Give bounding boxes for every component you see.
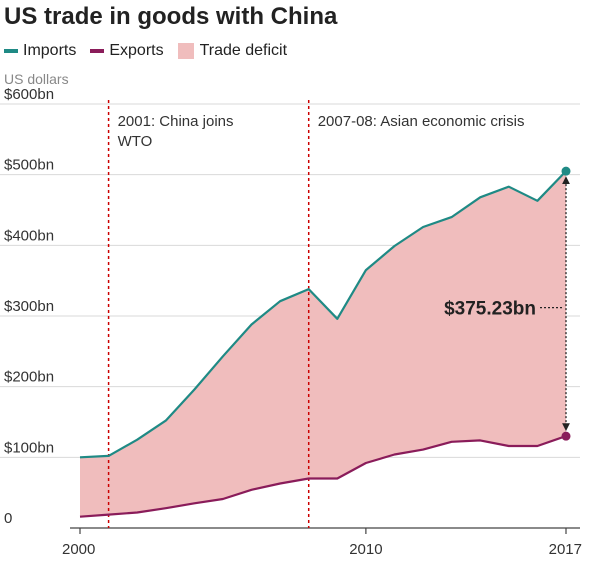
annotation-text: 2007-08: Asian economic crisis	[318, 113, 525, 130]
y-tick-label: 0	[4, 510, 12, 527]
legend-label-trade-deficit: Trade deficit	[199, 42, 288, 59]
legend-item-exports: Exports	[90, 42, 164, 60]
annotation-text: 2001: China joins	[118, 113, 234, 130]
x-tick-label: 2010	[349, 541, 382, 558]
callout-label: $375.23bn	[444, 299, 536, 320]
units-label: US dollars	[4, 71, 69, 87]
legend-swatch-exports	[90, 49, 105, 53]
trade-deficit-area	[80, 171, 566, 517]
legend-item-imports: Imports	[4, 42, 76, 60]
y-tick-label: $500bn	[4, 157, 54, 174]
legend-label-exports: Exports	[109, 42, 164, 59]
y-tick-label: $400bn	[4, 227, 54, 244]
x-tick-label: 2017	[549, 541, 582, 558]
y-tick-label: $600bn	[4, 86, 54, 103]
series-line-exports	[79, 435, 567, 518]
legend-swatch-imports	[4, 49, 18, 53]
series-line-imports	[79, 170, 567, 459]
x-tick-label: 2000	[62, 541, 95, 558]
annotation-text: WTO	[118, 133, 153, 150]
legend-item-trade-deficit: Trade deficit	[177, 42, 288, 60]
chart-title: US trade in goods with China	[4, 3, 338, 30]
y-tick-label: $300bn	[4, 298, 54, 315]
y-tick-label: $100bn	[4, 439, 54, 456]
legend-label-imports: Imports	[23, 42, 77, 59]
legend-swatch-trade-deficit	[177, 43, 194, 59]
series-end-point-imports	[561, 166, 571, 176]
series-end-point-exports	[561, 431, 571, 441]
legend: Imports Exports Trade deficit	[4, 42, 301, 60]
y-tick-label: $200bn	[4, 369, 54, 386]
